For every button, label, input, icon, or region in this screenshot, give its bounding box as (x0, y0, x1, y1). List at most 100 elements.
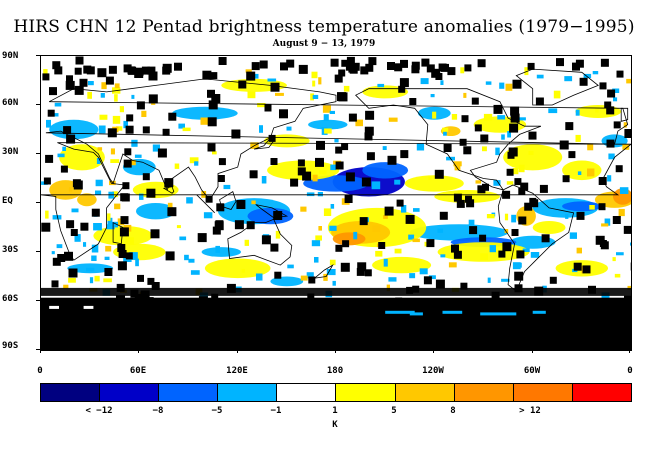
anomaly-speck (448, 262, 457, 268)
anomaly-speck (93, 223, 102, 231)
anomaly-speck (267, 78, 277, 82)
legend-label: < −12 (85, 406, 113, 416)
missing-data-cell (75, 56, 84, 65)
anomaly-speck (83, 242, 87, 247)
anomaly-speck (493, 180, 501, 186)
missing-data-cell (606, 106, 615, 115)
anomaly-speck (71, 208, 79, 213)
anomaly-speck (201, 191, 207, 198)
anomaly-speck (334, 139, 339, 143)
anomaly-speck (504, 229, 509, 234)
anomaly-map-canvas (41, 56, 631, 350)
anomaly-speck (319, 170, 327, 175)
lon-tick (138, 349, 139, 353)
missing-data-cell (297, 159, 305, 167)
missing-data-cell (514, 271, 524, 281)
missing-data-cell (438, 63, 447, 72)
anomaly-region (270, 276, 304, 287)
missing-data-cell (151, 282, 160, 290)
lat-tick (36, 202, 40, 203)
missing-data-cell (474, 124, 482, 132)
anomaly-speck (114, 94, 118, 102)
britain-coastline (620, 107, 629, 122)
missing-data-cell (135, 67, 144, 76)
anomaly-speck (486, 214, 495, 219)
missing-data-cell (315, 157, 324, 167)
anomaly-speck (483, 113, 493, 121)
anomaly-speck (501, 134, 505, 140)
missing-data-cell (45, 154, 54, 163)
anomaly-speck (286, 126, 292, 131)
anomaly-speck (575, 109, 580, 116)
missing-data-cell (308, 276, 316, 284)
missing-data-cell (507, 151, 515, 159)
anomaly-speck (99, 114, 108, 120)
anomaly-speck (311, 71, 318, 79)
missing-data-cell (165, 251, 175, 261)
missing-data-cell (423, 276, 432, 285)
missing-data-cell (451, 244, 459, 253)
lat-label-60n: 60N (2, 98, 19, 108)
missing-data-cell (399, 78, 409, 88)
anomaly-speck (312, 174, 318, 182)
anomaly-speck (312, 80, 316, 87)
anomaly-speck (412, 238, 420, 243)
missing-data-band (41, 297, 631, 350)
anomaly-streak (480, 312, 517, 316)
missing-data-cell (482, 183, 489, 191)
missing-data-cell (335, 161, 344, 170)
anomaly-speck (353, 231, 358, 240)
anomaly-speck (57, 153, 65, 158)
anomaly-speck (612, 257, 616, 262)
anomaly-speck (524, 67, 529, 76)
anomaly-speck (343, 85, 350, 92)
legend-swatch (41, 384, 101, 401)
sumatra-coastline (196, 194, 215, 214)
anomaly-speck (182, 127, 191, 132)
anomaly-speck (131, 139, 138, 147)
missing-data-cell (341, 143, 349, 151)
missing-data-cell (65, 80, 75, 90)
missing-data-cell (582, 265, 591, 274)
missing-data-cell (136, 101, 145, 110)
anomaly-speck (98, 125, 106, 134)
missing-data-cell (556, 58, 564, 67)
anomaly-speck (329, 259, 336, 266)
anomaly-speck (176, 225, 181, 229)
missing-data-cell (527, 62, 535, 70)
missing-data-cell (364, 126, 374, 136)
anomaly-speck (440, 80, 444, 85)
anomaly-speck (135, 258, 139, 267)
missing-data-cell (338, 92, 348, 102)
missing-data-cell (41, 222, 51, 232)
missing-data-cell (121, 193, 130, 202)
anomaly-speck (587, 168, 595, 177)
missing-data-cell (579, 77, 588, 86)
missing-data-cell (439, 211, 448, 220)
missing-data-cell (512, 79, 522, 89)
anomaly-speck (497, 115, 506, 120)
missing-data-cell (207, 117, 217, 127)
missing-data-cell (246, 71, 256, 81)
lon-tick (532, 349, 533, 353)
missing-data-cell (125, 125, 134, 134)
missing-data-cell (64, 251, 73, 261)
anomaly-speck (86, 267, 95, 272)
missing-data-cell (162, 128, 170, 136)
missing-data-cell (359, 217, 368, 226)
missing-data-cell (342, 240, 350, 248)
missing-data-cell (549, 276, 557, 284)
missing-data-cell (52, 61, 61, 70)
anomaly-speck (91, 255, 97, 261)
anomaly-speck (382, 146, 387, 150)
missing-data-cell (411, 61, 420, 70)
anomaly-speck (511, 214, 517, 223)
anomaly-speck (583, 73, 592, 78)
missing-data-cell (378, 242, 386, 249)
missing-data-cell (334, 74, 343, 83)
anomaly-speck (619, 187, 629, 194)
anomaly-speck (485, 81, 492, 85)
anomaly-speck (413, 208, 420, 212)
missing-data-cell (576, 211, 585, 220)
missing-data-cell (575, 59, 584, 68)
